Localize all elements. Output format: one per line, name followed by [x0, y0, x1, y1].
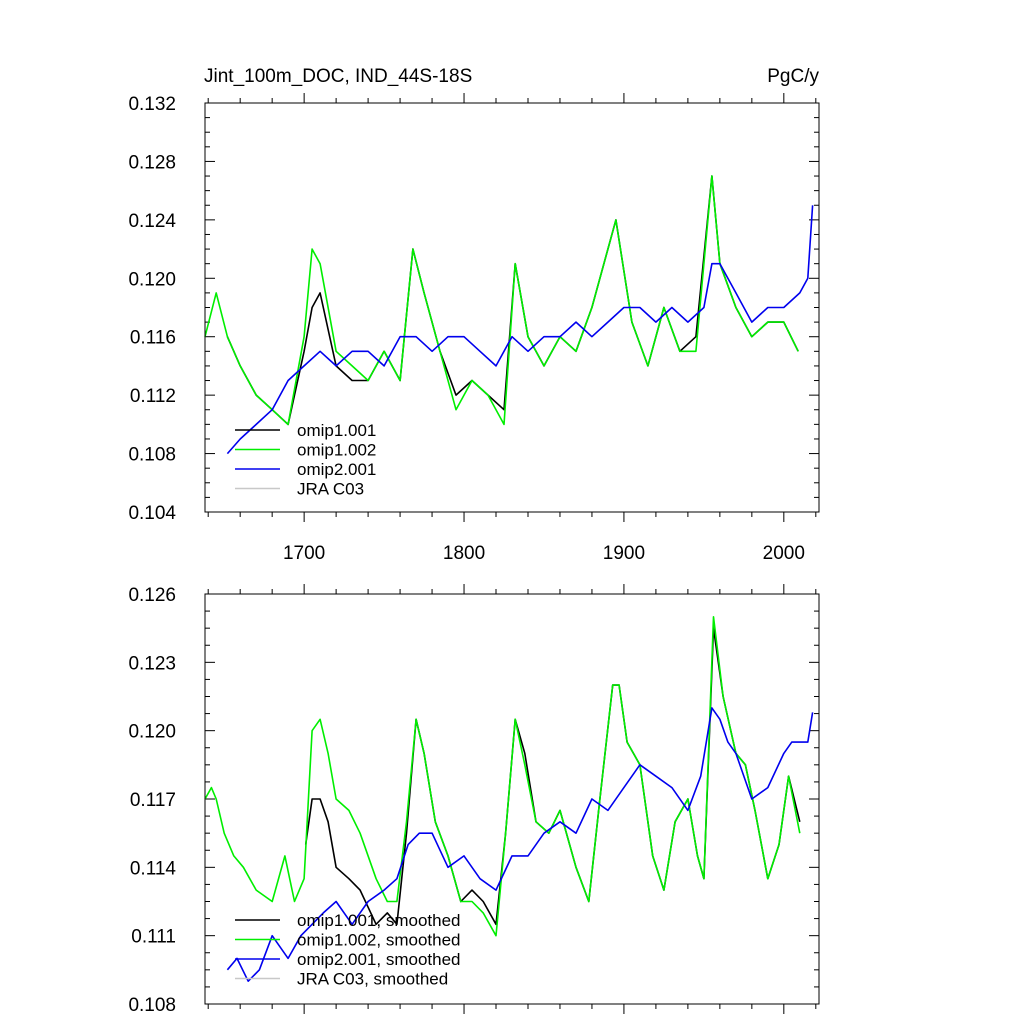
y-tick-label: 0.123 [128, 653, 176, 674]
y-tick-label: 0.132 [128, 94, 176, 115]
y-tick-label: 0.108 [128, 445, 176, 466]
series-line-omip1-001-smoothed [304, 627, 801, 926]
x-tick-label: 1800 [443, 543, 485, 564]
y-tick-label: 0.104 [128, 503, 176, 524]
top-panel-frame [204, 102, 820, 513]
y-tick-label: 0.128 [128, 152, 176, 173]
y-tick-label: 0.124 [128, 211, 176, 232]
legend-label: omip1.002, smoothed [297, 931, 461, 950]
x-tick-label: 1700 [283, 543, 325, 564]
y-tick-label: 0.120 [128, 722, 176, 743]
series-line-omip2-001 [226, 205, 814, 455]
series-line-omip2-001-smoothed [226, 707, 814, 983]
top-panel: Jint_100m_DOC, IND_44S-18S PgC/y 0.104 0.… [128, 66, 820, 564]
top-panel-title: Jint_100m_DOC, IND_44S-18S [204, 66, 472, 87]
legend-label: omip2.001, smoothed [297, 950, 461, 969]
legend-label: JRA C03, smoothed [297, 970, 448, 989]
legend-label: JRA C03 [297, 480, 364, 499]
legend-label: omip1.002 [297, 441, 376, 460]
legend-label: omip1.001 [297, 421, 376, 440]
y-tick-label: 0.117 [130, 790, 176, 811]
x-tick-label: 2000 [763, 543, 805, 564]
y-tick-label: 0.126 [128, 585, 176, 606]
y-tick-label: 0.108 [128, 995, 176, 1016]
y-tick-label: 0.112 [130, 386, 176, 407]
y-tick-label: 0.111 [131, 927, 176, 948]
legend-label: omip2.001 [297, 460, 376, 479]
y-tick-label: 0.120 [128, 269, 176, 290]
series-line-omip1-002 [204, 175, 799, 426]
legend-label: omip1.001, smoothed [297, 911, 461, 930]
top-panel-units: PgC/y [767, 66, 819, 87]
y-tick-label: 0.116 [130, 328, 176, 349]
y-tick-label: 0.114 [130, 858, 177, 879]
series-line-omip1-002-smoothed [204, 615, 801, 937]
x-tick-label: 1900 [603, 543, 645, 564]
bottom-panel-frame [204, 593, 820, 1005]
bottom-panel: 0.108 0.111 0.114 0.117 0.120 0.123 0.126 omip… [128, 584, 820, 1016]
